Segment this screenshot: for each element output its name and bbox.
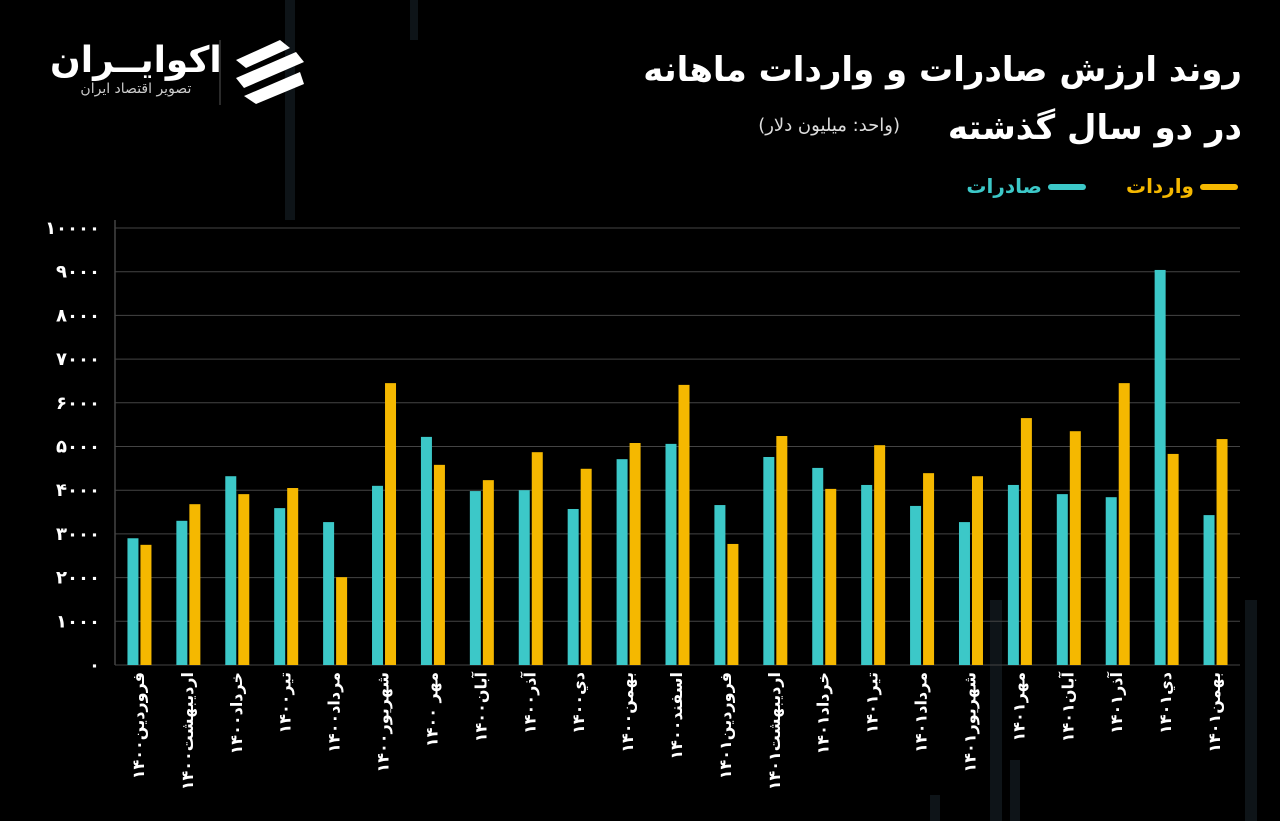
y-tick-label: ۱۰۰۰۰: [45, 218, 100, 239]
y-tick-label: ۷۰۰۰: [56, 349, 100, 370]
x-tick-label: آبان۱۴۰۱: [1057, 671, 1077, 742]
x-tick-label: خرداد۱۴۰۱: [814, 672, 833, 754]
x-tick-label: خرداد۱۴۰۰: [227, 672, 246, 754]
bar: [567, 508, 579, 665]
x-tick-label: اردیبهشت۱۴۰۱: [765, 672, 784, 790]
brand: اکوایــران تصویر اقتصاد ایران: [50, 40, 222, 97]
bar: [971, 476, 983, 665]
legend-swatch: [1047, 184, 1086, 190]
bar: [812, 467, 824, 665]
bar: [336, 577, 348, 665]
x-tick-label: اردیبهشت۱۴۰۰: [178, 672, 197, 790]
bar: [776, 436, 788, 665]
bar: [274, 508, 286, 665]
bar: [482, 480, 494, 665]
bar: [433, 464, 445, 665]
y-tick-label: ۹۰۰۰: [56, 262, 100, 283]
y-tick-label: ۳۰۰۰: [56, 524, 100, 545]
y-tick-label: ۱۰۰۰: [56, 611, 100, 632]
bar: [763, 456, 775, 665]
brand-tagline: تصویر اقتصاد ایران: [80, 81, 192, 97]
bar: [1069, 431, 1081, 665]
legend-label: واردات: [1126, 174, 1194, 198]
bar: [531, 452, 543, 665]
bar: [189, 504, 201, 665]
bar: [176, 520, 188, 665]
bar: [238, 494, 250, 665]
x-tick-label: آذر۱۴۰۱: [1106, 671, 1126, 733]
bar: [127, 538, 139, 665]
bar: [1118, 383, 1130, 665]
chart-subtitle: (واحد: میلیون دلار): [758, 115, 900, 136]
bar: [958, 522, 970, 665]
x-tick-label: دي۱۴۰۰: [569, 672, 589, 734]
x-tick-label: اسفند۱۴۰۰: [667, 672, 686, 760]
x-tick-label: بهمن۱۴۰۰: [618, 672, 637, 753]
bar: [1056, 494, 1068, 665]
x-tick-label: شهریور۱۴۰۰: [374, 672, 393, 773]
bar: [874, 445, 886, 665]
bar: [372, 485, 384, 665]
bar: [1007, 484, 1019, 665]
bar: [385, 383, 397, 665]
legend-label: صادرات: [966, 174, 1042, 198]
bar: [287, 488, 299, 665]
y-tick-label: ۵۰۰۰: [56, 437, 100, 458]
x-tick-label: بهمن۱۴۰۱: [1205, 672, 1224, 753]
legend-swatch: [1200, 184, 1238, 190]
bar: [714, 505, 726, 665]
bar: [1105, 497, 1117, 665]
y-tick-label: ۲۰۰۰: [56, 568, 100, 589]
y-tick-label: ۴۰۰۰: [56, 480, 100, 501]
decor: [285, 0, 1257, 821]
bar: [629, 443, 641, 665]
bar: [727, 543, 739, 665]
y-tick-label: ۶۰۰۰: [56, 393, 100, 414]
bar: [861, 484, 873, 665]
x-tick-label: فروردین۱۴۰۰: [129, 672, 148, 779]
bar: [469, 491, 481, 665]
y-tick-label: ۸۰۰۰: [56, 305, 100, 326]
x-tick-label: مهر۱۴۰۱: [1009, 672, 1028, 741]
bar: [678, 384, 690, 665]
bar: [225, 476, 237, 665]
bar: [420, 436, 432, 665]
x-tick-label: مرداد۱۴۰۰: [325, 672, 344, 753]
chart-title-line2: در دو سال گذشته: [947, 108, 1242, 148]
brand-name: اکوایــران: [50, 40, 222, 81]
bar: [580, 468, 592, 665]
x-tick-label: تیر۱۴۰۰: [276, 672, 295, 734]
bar: [140, 544, 152, 665]
x-tick-label: مرداد۱۴۰۱: [912, 672, 931, 753]
bar: [923, 473, 935, 665]
x-tick-label: مهر ۱۴۰۰: [422, 672, 441, 747]
x-tick-label: شهریور۱۴۰۱: [960, 672, 979, 773]
bar: [1203, 515, 1215, 665]
bar: [825, 488, 837, 665]
x-tick-label: آبان۱۴۰۰: [470, 671, 490, 742]
x-tick-label: تیر۱۴۰۱: [863, 672, 882, 734]
bar: [1020, 418, 1032, 665]
legend: واردات صادرات: [966, 174, 1238, 198]
bar: [1167, 453, 1179, 665]
bar: [616, 459, 628, 665]
x-tick-label: دي۱۴۰۱: [1156, 672, 1176, 734]
bar: [910, 505, 922, 665]
bar: [1216, 439, 1228, 665]
logo: [236, 40, 304, 104]
x-tick-label: فروردین۱۴۰۱: [716, 672, 735, 779]
bar: [323, 522, 335, 665]
bar: [518, 490, 530, 665]
bar: [1154, 269, 1166, 665]
bar: [665, 443, 677, 665]
x-tick-label: آذر۱۴۰۰: [519, 671, 539, 733]
y-tick-label: ۰: [89, 655, 100, 676]
chart-title: روند ارزش صادرات و واردات ماهانه: [643, 50, 1242, 90]
